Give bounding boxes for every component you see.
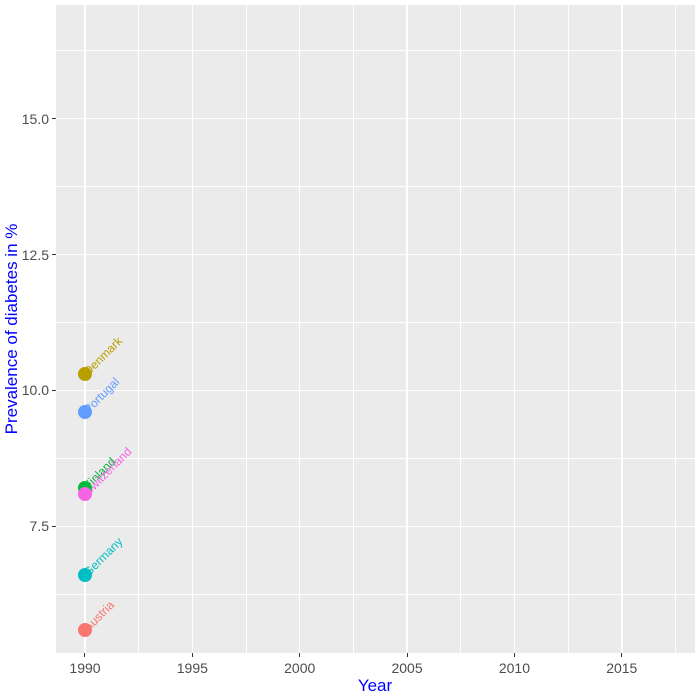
x-axis-title: Year bbox=[357, 676, 393, 695]
x-tick-mark bbox=[299, 653, 301, 657]
major-gridline-y bbox=[56, 525, 695, 528]
data-point-germany bbox=[77, 568, 92, 583]
x-tick-mark bbox=[513, 653, 515, 657]
major-gridline-x bbox=[298, 5, 301, 653]
minor-gridline-y bbox=[56, 50, 695, 52]
y-tick-mark bbox=[52, 525, 56, 527]
x-tick-label: 1990 bbox=[69, 660, 101, 676]
x-tick-label: 2000 bbox=[284, 660, 316, 676]
x-tick-label: 1995 bbox=[176, 660, 208, 676]
minor-gridline-y bbox=[56, 593, 695, 595]
x-tick-mark bbox=[84, 653, 86, 657]
minor-gridline-x bbox=[567, 5, 569, 653]
x-tick-label: 2010 bbox=[498, 660, 530, 676]
y-tick-label: 7.5 bbox=[29, 518, 49, 535]
x-tick-label: 2015 bbox=[606, 660, 638, 676]
major-gridline-x bbox=[191, 5, 194, 653]
x-tick-label: 2005 bbox=[391, 660, 423, 676]
data-point-austria bbox=[77, 622, 92, 637]
data-point-denmark bbox=[77, 367, 92, 382]
y-tick-mark bbox=[52, 118, 56, 120]
plot-panel: Austria Denmark Finland Germany Portugal Swit… bbox=[56, 5, 695, 653]
data-point-portugal bbox=[77, 405, 92, 420]
y-tick-label: 10.0 bbox=[21, 382, 49, 399]
y-tick-label: 15.0 bbox=[21, 110, 49, 127]
minor-gridline-x bbox=[245, 5, 247, 653]
major-gridline-x bbox=[620, 5, 623, 653]
major-gridline-y bbox=[56, 253, 695, 256]
x-tick-mark bbox=[621, 653, 623, 657]
minor-gridline-y bbox=[56, 321, 695, 323]
x-tick-mark bbox=[191, 653, 193, 657]
y-tick-mark bbox=[52, 254, 56, 256]
minor-gridline-y bbox=[56, 186, 695, 188]
y-tick-mark bbox=[52, 389, 56, 391]
x-tick-mark bbox=[406, 653, 408, 657]
minor-gridline-x bbox=[138, 5, 140, 653]
major-gridline-y bbox=[56, 117, 695, 120]
major-gridline-x bbox=[84, 5, 86, 653]
y-tick-label: 12.5 bbox=[21, 246, 49, 263]
minor-gridline-x bbox=[674, 5, 676, 653]
minor-gridline-y bbox=[56, 457, 695, 459]
major-gridline-x bbox=[513, 5, 516, 653]
minor-gridline-x bbox=[460, 5, 462, 653]
data-point-switzerland bbox=[77, 486, 92, 501]
major-gridline-x bbox=[406, 5, 408, 653]
minor-gridline-x bbox=[352, 5, 354, 653]
major-gridline-y bbox=[56, 389, 695, 392]
